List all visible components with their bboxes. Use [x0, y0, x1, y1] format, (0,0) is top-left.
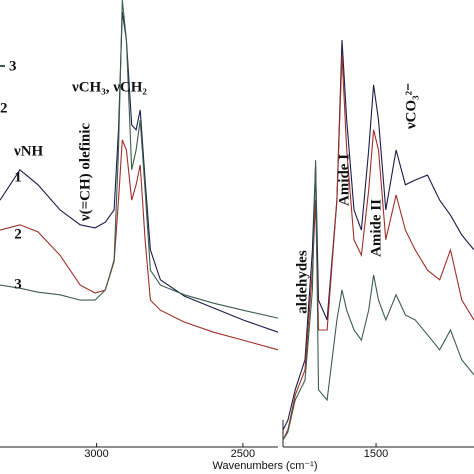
x-tick-label: 1500: [364, 448, 388, 460]
x-tick-label: 2500: [231, 448, 255, 460]
series-label: 2: [14, 226, 22, 242]
annotation: ν(=CH) olefinic: [77, 123, 93, 222]
annotation: νCH₃, νCH₂: [71, 79, 147, 95]
x-tick-label: 3000: [84, 448, 108, 460]
legend-label: 3: [9, 58, 17, 74]
annotation: νNH: [13, 143, 44, 159]
series-label: 3: [14, 276, 22, 292]
spectrum-line: [282, 160, 474, 441]
x-axis-label: Wavenumbers (cm⁻¹): [212, 460, 317, 472]
series-label: 1: [14, 169, 22, 185]
spectrum-line: [0, 0, 279, 319]
spectrum-line: [0, 139, 279, 351]
annotation: νCO₃²⁻: [403, 83, 419, 130]
annotation: Amide II: [368, 199, 384, 257]
spectrum-line: [282, 39, 474, 431]
annotation: aldehydes: [294, 250, 310, 314]
legend-label: 2: [0, 100, 8, 116]
annotation: Amide I: [336, 154, 352, 206]
